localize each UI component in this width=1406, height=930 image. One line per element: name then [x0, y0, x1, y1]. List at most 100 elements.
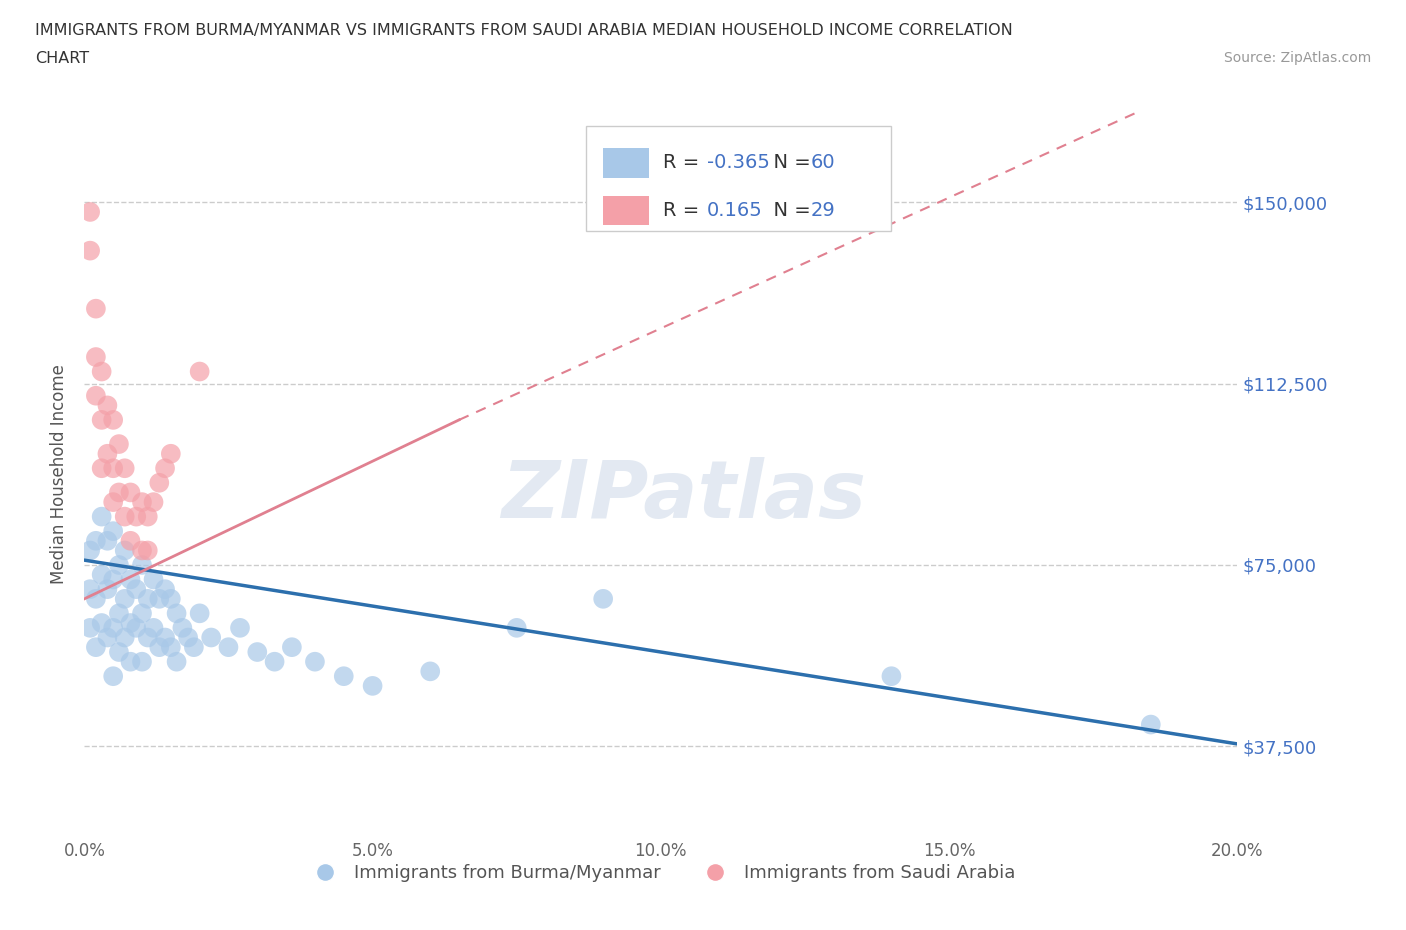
Point	[166, 606, 188, 621]
Point	[136, 543, 159, 558]
Point	[79, 620, 101, 635]
Point	[304, 655, 326, 670]
Point	[114, 631, 136, 645]
Point	[108, 606, 131, 621]
Point	[160, 591, 183, 606]
Point	[120, 572, 142, 587]
Point	[142, 620, 165, 635]
Point	[131, 655, 153, 670]
Point	[188, 606, 211, 621]
Point	[229, 620, 252, 635]
Bar	[586, 126, 891, 232]
Point	[1140, 717, 1163, 732]
Point	[114, 591, 136, 606]
Point	[103, 524, 124, 538]
Point	[108, 644, 131, 659]
Point	[153, 461, 176, 476]
Text: 60: 60	[811, 153, 835, 172]
Point	[166, 655, 188, 670]
Bar	[603, 148, 650, 178]
Text: -0.365: -0.365	[707, 153, 770, 172]
Point	[125, 620, 148, 635]
Point	[188, 365, 211, 379]
Point	[183, 640, 205, 655]
Point	[114, 543, 136, 558]
Point	[153, 631, 176, 645]
Point	[131, 558, 153, 573]
Point	[96, 446, 118, 461]
Point	[103, 572, 124, 587]
Point	[103, 495, 124, 510]
Point	[84, 389, 107, 404]
Point	[84, 640, 107, 655]
Text: R =: R =	[664, 201, 706, 219]
Point	[114, 461, 136, 476]
Point	[90, 567, 112, 582]
Point	[90, 616, 112, 631]
Text: N =: N =	[761, 153, 817, 172]
Point	[84, 534, 107, 549]
Point	[103, 620, 124, 635]
Point	[131, 495, 153, 510]
Point	[333, 669, 356, 684]
Point	[263, 655, 285, 670]
Point	[84, 301, 107, 316]
Point	[172, 620, 194, 635]
Point	[125, 582, 148, 597]
Text: CHART: CHART	[35, 51, 89, 66]
Point	[131, 606, 153, 621]
Point	[506, 620, 529, 635]
Point	[120, 485, 142, 500]
Point	[136, 510, 159, 525]
Point	[148, 591, 170, 606]
Point	[120, 616, 142, 631]
Point	[96, 534, 118, 549]
Point	[114, 510, 136, 525]
Point	[361, 679, 384, 694]
Point	[84, 591, 107, 606]
Point	[79, 582, 101, 597]
Point	[90, 365, 112, 379]
Text: 0.165: 0.165	[707, 201, 762, 219]
Point	[84, 350, 107, 365]
Point	[96, 631, 118, 645]
Text: ZIPatlas: ZIPatlas	[502, 457, 866, 535]
Point	[90, 510, 112, 525]
Point	[96, 398, 118, 413]
Point	[136, 631, 159, 645]
Point	[108, 437, 131, 452]
Point	[200, 631, 222, 645]
Point	[880, 669, 903, 684]
Point	[153, 582, 176, 597]
Point	[419, 664, 441, 679]
Text: IMMIGRANTS FROM BURMA/MYANMAR VS IMMIGRANTS FROM SAUDI ARABIA MEDIAN HOUSEHOLD I: IMMIGRANTS FROM BURMA/MYANMAR VS IMMIGRA…	[35, 23, 1012, 38]
Text: 29: 29	[811, 201, 835, 219]
Point	[142, 495, 165, 510]
Point	[103, 413, 124, 428]
Text: Source: ZipAtlas.com: Source: ZipAtlas.com	[1223, 51, 1371, 65]
Point	[160, 446, 183, 461]
Point	[177, 631, 200, 645]
Point	[148, 475, 170, 490]
Point	[79, 543, 101, 558]
Y-axis label: Median Household Income: Median Household Income	[51, 365, 69, 584]
Point	[120, 534, 142, 549]
Point	[90, 461, 112, 476]
Bar	[603, 195, 650, 225]
Point	[120, 655, 142, 670]
Point	[125, 510, 148, 525]
Point	[281, 640, 304, 655]
Point	[79, 205, 101, 219]
Point	[108, 485, 131, 500]
Point	[142, 572, 165, 587]
Point	[218, 640, 240, 655]
Text: N =: N =	[761, 201, 817, 219]
Point	[136, 591, 159, 606]
Point	[79, 244, 101, 259]
Point	[103, 669, 124, 684]
Point	[131, 543, 153, 558]
Point	[246, 644, 269, 659]
Point	[160, 640, 183, 655]
Point	[103, 461, 124, 476]
Point	[90, 413, 112, 428]
